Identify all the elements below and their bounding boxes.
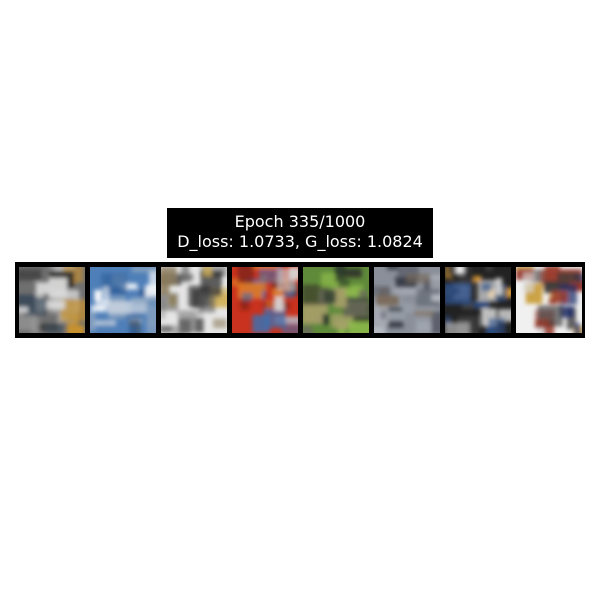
generated-sample-3 <box>161 267 227 333</box>
generated-sample-8 <box>516 267 582 333</box>
generated-sample-1 <box>19 267 85 333</box>
generated-sample-6 <box>374 267 440 333</box>
generated-samples-strip <box>15 262 585 338</box>
loss-label: D_loss: 1.0733, G_loss: 1.0824 <box>177 232 423 251</box>
figure-title: Epoch 335/1000 D_loss: 1.0733, G_loss: 1… <box>167 208 433 258</box>
generated-sample-7 <box>445 267 511 333</box>
generated-sample-5 <box>303 267 369 333</box>
generated-sample-2 <box>90 267 156 333</box>
generated-sample-4 <box>232 267 298 333</box>
epoch-label: Epoch 335/1000 <box>234 212 366 231</box>
